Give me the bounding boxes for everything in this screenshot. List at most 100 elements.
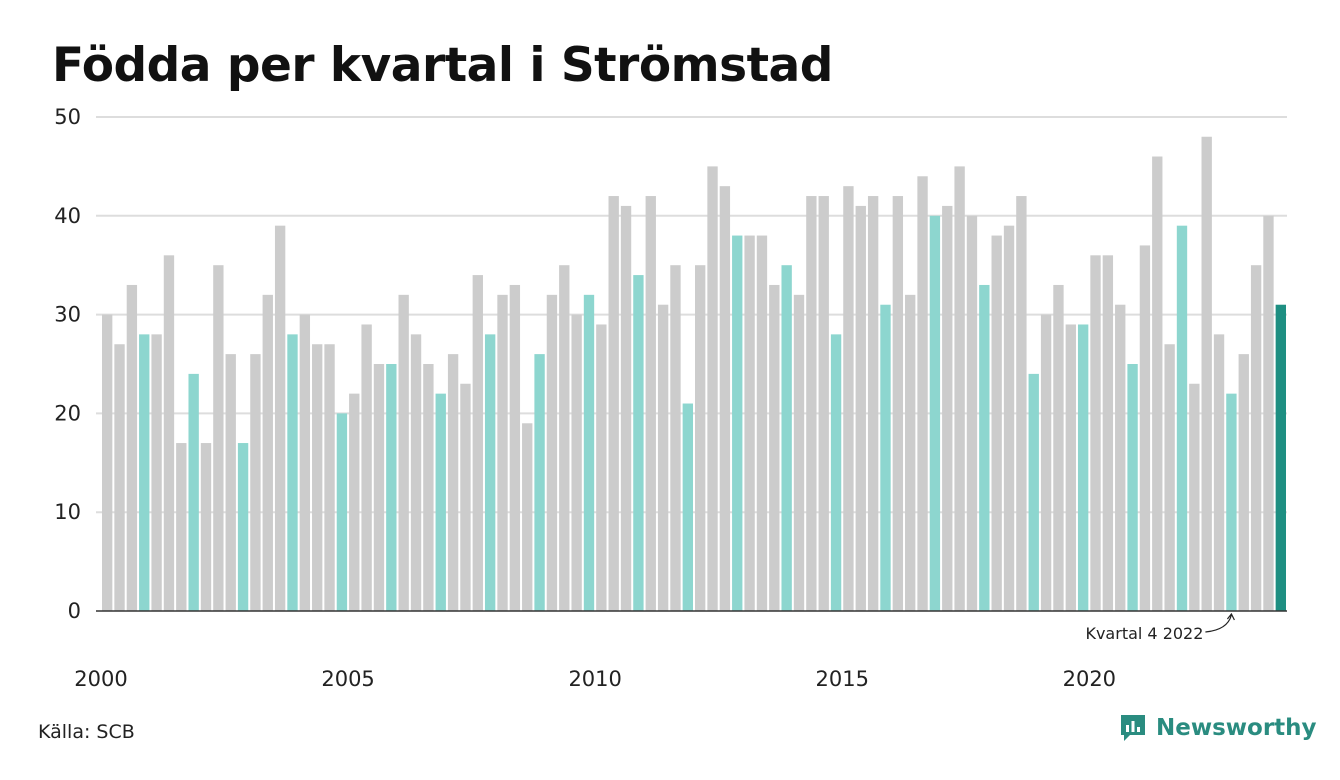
bar [1040, 314, 1052, 611]
bar [546, 294, 558, 611]
bar [1139, 245, 1151, 611]
bar [867, 196, 879, 612]
bar [274, 225, 286, 611]
bar [188, 373, 199, 611]
bar [880, 304, 891, 611]
bar [1077, 324, 1089, 611]
bar [1053, 284, 1064, 611]
bar [954, 166, 965, 611]
bar [645, 196, 656, 612]
y-tick-label: 50 [54, 105, 81, 129]
x-tick-label: 2015 [816, 667, 869, 691]
bar [670, 265, 681, 611]
bar [250, 354, 261, 611]
bar [769, 284, 780, 611]
bar [509, 284, 521, 611]
bar [484, 334, 496, 611]
bar [472, 275, 483, 611]
bar [596, 324, 607, 611]
bar [460, 383, 471, 611]
bar [843, 186, 854, 611]
bar [559, 265, 570, 611]
bar [942, 205, 953, 612]
bar [1250, 265, 1262, 611]
annotation-arrow-icon [1205, 612, 1235, 633]
x-tick-label: 2005 [321, 667, 374, 691]
bar [620, 205, 632, 612]
bar [410, 334, 422, 611]
bar [497, 294, 508, 611]
bar [633, 275, 644, 611]
bar [719, 186, 731, 611]
bar [435, 393, 446, 611]
bar [571, 314, 582, 611]
bar [163, 255, 175, 611]
bar [830, 334, 842, 611]
bar [608, 196, 619, 612]
x-tick-label: 2010 [568, 667, 621, 691]
bar [349, 393, 360, 611]
bar [1176, 225, 1188, 611]
bar [1016, 196, 1027, 612]
bar [1065, 324, 1076, 611]
bar [324, 344, 335, 611]
newsworthy-logo-icon [1121, 715, 1145, 741]
bar [1115, 304, 1126, 611]
brand-name: Newsworthy [1156, 715, 1317, 741]
brand-logo: Newsworthy [1118, 712, 1317, 744]
chart-title: Födda per kvartal i Strömstad [52, 38, 833, 93]
bar [139, 334, 150, 611]
bar [905, 294, 916, 611]
bar [1263, 215, 1274, 612]
bar [262, 294, 273, 611]
bar [855, 205, 866, 612]
bar [1238, 354, 1249, 611]
bar [447, 354, 459, 611]
bar [225, 354, 236, 611]
bar [1102, 255, 1114, 611]
y-tick-label: 20 [54, 401, 81, 425]
bar [237, 443, 249, 611]
bar [1213, 334, 1225, 611]
bar [114, 344, 125, 611]
bar [102, 314, 113, 611]
bar [917, 176, 928, 611]
x-tick-label: 2020 [1063, 667, 1116, 691]
bar [781, 265, 792, 611]
bar [1127, 364, 1138, 611]
y-tick-label: 0 [68, 599, 81, 623]
y-tick-label: 40 [54, 204, 81, 228]
bar [695, 265, 706, 611]
bar [793, 294, 805, 611]
bar [361, 324, 372, 611]
bar [299, 314, 311, 611]
bar [756, 235, 768, 611]
bar [966, 215, 978, 612]
bar [657, 304, 669, 611]
y-axis-labels: 0 10 20 30 40 50 [54, 105, 81, 623]
bar [744, 235, 755, 611]
bar [583, 294, 595, 611]
x-axis-labels: 2000 2005 2010 2015 2020 [74, 667, 1116, 691]
bar [732, 235, 743, 611]
bar [682, 403, 693, 611]
bar [151, 334, 162, 611]
bar [979, 284, 990, 611]
y-tick-label: 10 [54, 500, 81, 524]
bar [892, 196, 904, 612]
bar [1226, 393, 1237, 611]
bar [534, 354, 545, 611]
bar [1201, 136, 1212, 611]
bar [386, 364, 397, 611]
bar [1152, 156, 1163, 611]
annotation-label: Kvartal 4 2022 [1085, 624, 1203, 643]
bar [806, 196, 817, 612]
bar [929, 215, 941, 612]
bar [1003, 225, 1015, 611]
bar [126, 284, 138, 611]
bar [1090, 255, 1101, 611]
bar [1275, 304, 1286, 611]
bar [336, 413, 348, 611]
y-tick-label: 30 [54, 303, 81, 327]
bar [213, 265, 224, 611]
